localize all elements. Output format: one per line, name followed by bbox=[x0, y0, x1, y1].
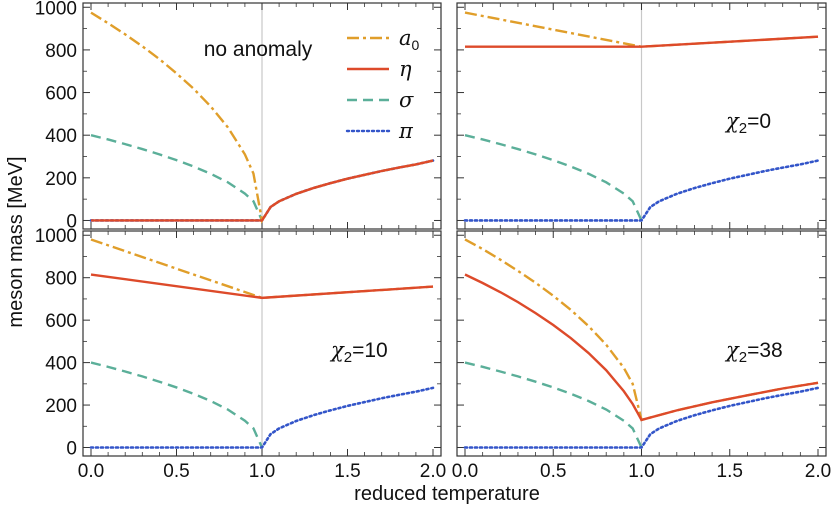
legend-label-pi: π bbox=[398, 119, 414, 143]
y-tick-label: 400 bbox=[45, 126, 77, 147]
x-tick-label: 0.0 bbox=[452, 461, 478, 482]
series-line-eta bbox=[464, 273, 819, 422]
y-tick-label: 200 bbox=[45, 169, 77, 190]
y-tick-label: 0 bbox=[66, 439, 77, 460]
legend-item-eta: η bbox=[347, 57, 412, 81]
panel-annotation: χ2=10 bbox=[329, 338, 388, 366]
y-tick-label: 800 bbox=[45, 269, 77, 290]
series-line-pi bbox=[463, 159, 820, 222]
y-tick-label: 0 bbox=[66, 211, 77, 232]
series-line-sigma bbox=[464, 134, 643, 221]
y-tick-label: 400 bbox=[45, 354, 77, 375]
y-tick-label: 600 bbox=[45, 84, 77, 105]
series-line-pi bbox=[89, 386, 435, 449]
panels-layer: 0 200 400 600 800 1000 no anomaly χ2=0 0 200 400 60… bbox=[35, 0, 831, 482]
series-line-eta bbox=[465, 35, 819, 48]
x-tick-label: 2.0 bbox=[805, 461, 831, 482]
x-tick-label: 0.5 bbox=[163, 461, 189, 482]
x-tick-label: 0.5 bbox=[540, 461, 566, 482]
series-line-sigma bbox=[90, 361, 264, 449]
y-tick-label: 1000 bbox=[35, 226, 77, 247]
panel-3: 0 200 400 600 800 1000 0.0 0.5 1.0 1.5 2.0 χ2=10 bbox=[35, 226, 446, 482]
legend: a0 ησπ bbox=[345, 26, 420, 143]
panel-2: χ2=0 bbox=[456, 2, 827, 230]
y-tick-label: 1000 bbox=[35, 0, 77, 19]
panel-annotation: χ2=38 bbox=[724, 338, 783, 366]
y-tick-label: 600 bbox=[45, 311, 77, 332]
legend-label-a0: a0 bbox=[399, 26, 420, 53]
panel-annotation: no anomaly bbox=[204, 38, 313, 61]
y-tick-label: 800 bbox=[45, 41, 77, 62]
series-line-eta bbox=[91, 159, 434, 222]
x-tick-label: 2.0 bbox=[420, 461, 446, 482]
panel-annotation: χ2=0 bbox=[724, 109, 771, 137]
series-line-sigma bbox=[464, 361, 643, 449]
legend-item-pi: π bbox=[345, 119, 414, 143]
y-axis-title: meson mass [MeV] bbox=[5, 156, 27, 327]
series-line-pi bbox=[463, 386, 820, 449]
legend-label-eta: η bbox=[399, 57, 412, 81]
x-axis-title: reduced temperature bbox=[354, 483, 540, 505]
series-line-eta bbox=[90, 273, 434, 300]
legend-item-sigma: σ bbox=[347, 88, 414, 112]
x-tick-label: 1.0 bbox=[249, 461, 275, 482]
y-tick-label: 200 bbox=[45, 396, 77, 417]
x-tick-label: 1.5 bbox=[334, 461, 360, 482]
x-tick-label: 1.0 bbox=[628, 461, 654, 482]
legend-label-sigma: σ bbox=[399, 88, 414, 112]
x-tick-label: 1.5 bbox=[717, 461, 743, 482]
x-tick-label: 0.0 bbox=[78, 461, 104, 482]
panel-1: 0 200 400 600 800 1000 no anomaly bbox=[35, 0, 442, 232]
legend-item-a0: a0 bbox=[347, 26, 420, 53]
panel-4: 0.0 0.5 1.0 1.5 2.0 χ2=38 bbox=[452, 230, 831, 482]
series-line-sigma bbox=[90, 134, 264, 221]
